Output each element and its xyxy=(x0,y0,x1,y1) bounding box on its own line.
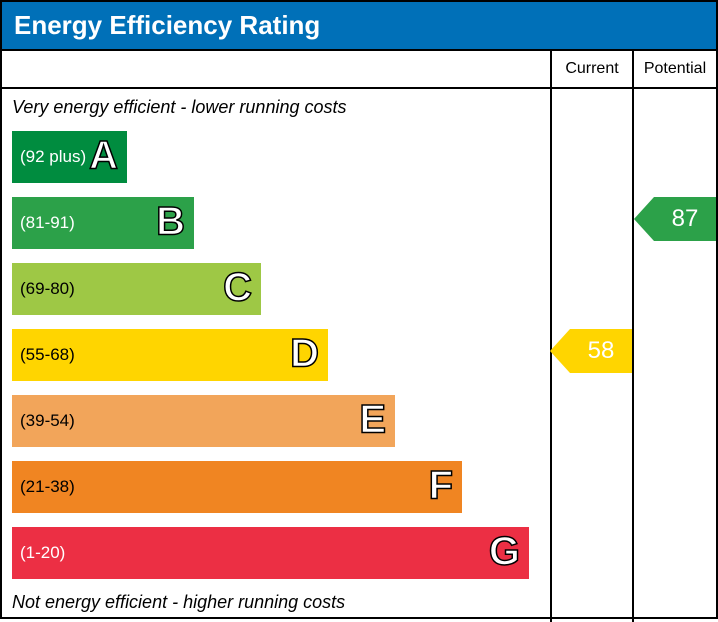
band-row-b: (81-91) B xyxy=(2,194,550,252)
band-row-c: (69-80) C xyxy=(2,260,550,318)
band-range: (1-20) xyxy=(12,543,65,563)
potential-column: 87 xyxy=(634,89,716,622)
band-range: (21-38) xyxy=(12,477,75,497)
band-letter: D xyxy=(290,332,318,377)
band-bar-e: (39-54) E xyxy=(12,395,395,447)
band-bar-g: (1-20) G xyxy=(12,527,529,579)
band-row-a: (92 plus)A xyxy=(2,128,550,186)
band-bar-a: (92 plus)A xyxy=(12,131,127,183)
header-current: Current xyxy=(552,51,634,87)
band-row-g: (1-20) G xyxy=(2,524,550,582)
body-row: Very energy efficient - lower running co… xyxy=(2,89,716,622)
header-row: Current Potential xyxy=(2,49,716,89)
chart-title: Energy Efficiency Rating xyxy=(2,2,716,49)
band-range: (69-80) xyxy=(12,279,75,299)
band-letter: A xyxy=(89,134,117,179)
band-row-e: (39-54) E xyxy=(2,392,550,450)
header-potential: Potential xyxy=(634,51,716,87)
band-letter: B xyxy=(156,200,184,245)
band-bar-c: (69-80) C xyxy=(12,263,261,315)
current-pointer: 58 xyxy=(570,329,632,373)
bands-area: Very energy efficient - lower running co… xyxy=(2,89,552,622)
bands-list: (92 plus)A (81-91) B (69-80) C (55-68) D (39-54… xyxy=(2,128,550,582)
band-range: (39-54) xyxy=(12,411,75,431)
note-top: Very energy efficient - lower running co… xyxy=(2,95,550,120)
band-row-d: (55-68) D xyxy=(2,326,550,384)
band-range: (92 plus) xyxy=(12,147,86,167)
band-range: (55-68) xyxy=(12,345,75,365)
potential-pointer: 87 xyxy=(654,197,716,241)
band-bar-f: (21-38) F xyxy=(12,461,462,513)
band-row-f: (21-38) F xyxy=(2,458,550,516)
band-letter: E xyxy=(359,398,385,443)
band-letter: F xyxy=(429,464,452,509)
current-pointer-value: 58 xyxy=(588,337,615,365)
header-bands-spacer xyxy=(2,51,552,87)
band-letter: C xyxy=(223,266,251,311)
potential-pointer-value: 87 xyxy=(672,205,699,233)
epc-chart: Energy Efficiency Rating Current Potenti… xyxy=(0,0,718,619)
current-column: 58 xyxy=(552,89,634,622)
note-bottom: Not energy efficient - higher running co… xyxy=(2,590,550,615)
title-text: Energy Efficiency Rating xyxy=(14,10,320,40)
band-bar-d: (55-68) D xyxy=(12,329,328,381)
band-bar-b: (81-91) B xyxy=(12,197,194,249)
band-range: (81-91) xyxy=(12,213,75,233)
band-letter: G xyxy=(489,530,519,575)
